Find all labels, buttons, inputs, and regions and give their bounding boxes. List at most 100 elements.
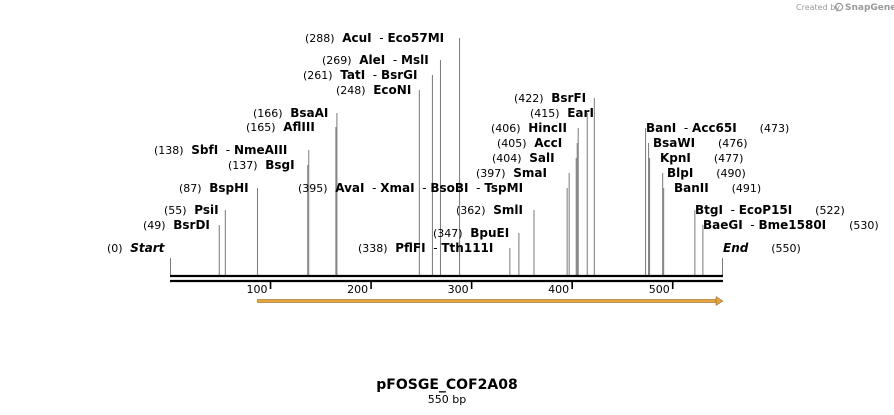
label-gap bbox=[792, 203, 800, 217]
site-bsrdi-label[interactable]: (49) BsrDI bbox=[143, 218, 210, 232]
site-sbfi-position: (138) bbox=[154, 144, 184, 157]
site-afliii-label[interactable]: (165) AflIII bbox=[246, 120, 315, 134]
enzyme-bsaai: BsaAI bbox=[290, 106, 328, 120]
label-gap bbox=[335, 31, 343, 45]
enzyme-sali: SalI bbox=[529, 151, 554, 165]
site-alei-position: (269) bbox=[322, 54, 352, 67]
site-acci-position: (405) bbox=[497, 137, 527, 150]
enzyme-bsrdi: BsrDI bbox=[173, 218, 210, 232]
site-econi-position: (248) bbox=[336, 84, 366, 97]
site-avai-label[interactable]: (395) AvaI - XmaI - BsoBI - TspMI bbox=[298, 181, 523, 195]
site-tati-label[interactable]: (261) TatI - BsrGI bbox=[303, 68, 417, 82]
site-smai-position: (397) bbox=[476, 167, 506, 180]
site-start-position: (0) bbox=[107, 242, 123, 255]
label-gap bbox=[841, 218, 849, 232]
site-smai-label[interactable]: (397) SmaI bbox=[476, 166, 547, 180]
label-gap bbox=[764, 241, 772, 255]
label-gap bbox=[506, 166, 514, 180]
label-gap bbox=[834, 218, 842, 232]
site-baegi-label[interactable]: BaeGI - Bme1580I (530) bbox=[703, 218, 879, 232]
enzyme-blpi: BlpI bbox=[667, 166, 693, 180]
site-bani-label[interactable]: BanI - Acc65I (473) bbox=[646, 121, 789, 135]
site-econi-label[interactable]: (248) EcoNI bbox=[336, 83, 411, 97]
site-bsphi-label[interactable]: (87) BspHI bbox=[179, 181, 249, 195]
site-sbfi-label[interactable]: (138) SbfI - NmeAIII bbox=[154, 143, 287, 157]
site-labels: (0) Start (49) BsrDI(55) PsiI (87) BspHI (1… bbox=[107, 31, 879, 255]
name-separator: - bbox=[364, 181, 380, 195]
enzyme-start: Start bbox=[130, 241, 165, 255]
name-separator: - bbox=[218, 143, 234, 157]
label-gap bbox=[737, 121, 745, 135]
label-gap bbox=[333, 68, 341, 82]
credit-text: Created by bbox=[796, 3, 840, 12]
label-gap bbox=[724, 181, 732, 195]
site-kpni-label[interactable]: KpnI (477) bbox=[660, 151, 743, 165]
site-bsawi-position: (476) bbox=[718, 137, 748, 150]
site-start-label[interactable]: (0) Start bbox=[107, 241, 166, 255]
site-bani-position: (473) bbox=[760, 122, 790, 135]
enzyme-msli: MslI bbox=[401, 53, 429, 67]
site-eari-position: (415) bbox=[530, 107, 560, 120]
label-gap bbox=[463, 226, 471, 240]
label-gap bbox=[560, 106, 568, 120]
site-banii-position: (491) bbox=[732, 182, 762, 195]
label-gap bbox=[693, 166, 701, 180]
site-smli-label[interactable]: (362) SmlI bbox=[456, 203, 523, 217]
site-afliii-position: (165) bbox=[246, 121, 276, 134]
enzyme-nmeaiii: NmeAIII bbox=[234, 143, 287, 157]
label-gap bbox=[695, 136, 703, 150]
dna-backbone[interactable] bbox=[170, 274, 723, 283]
label-gap bbox=[701, 166, 709, 180]
site-pflfi-label[interactable]: (338) PflFI - Tth111I bbox=[358, 241, 493, 255]
label-gap bbox=[808, 203, 816, 217]
label-gap bbox=[123, 241, 131, 255]
enzyme-bani: BanI bbox=[646, 121, 676, 135]
site-bsrfi-label[interactable]: (422) BsrFI bbox=[514, 91, 586, 105]
site-bpuei-position: (347) bbox=[433, 227, 463, 240]
site-bsaai-label[interactable]: (166) BsaAI bbox=[253, 106, 328, 120]
enzyme-tth111i: Tth111I bbox=[441, 241, 493, 255]
label-gap bbox=[544, 91, 552, 105]
orf-arrow-head[interactable] bbox=[715, 296, 724, 306]
site-end-label[interactable]: End (550) bbox=[723, 241, 801, 255]
orf-feature[interactable] bbox=[257, 296, 724, 306]
label-gap bbox=[527, 136, 535, 150]
enzyme-ecop15i: EcoP15I bbox=[739, 203, 793, 217]
site-tati-position: (261) bbox=[303, 69, 333, 82]
site-alei-label[interactable]: (269) AleI - MslI bbox=[322, 53, 429, 67]
orf-arrow-body[interactable] bbox=[257, 299, 718, 303]
site-banii-label[interactable]: BanII (491) bbox=[674, 181, 761, 195]
name-separator: - bbox=[743, 218, 759, 232]
site-acui-position: (288) bbox=[305, 32, 335, 45]
enzyme-acc65i: Acc65I bbox=[692, 121, 737, 135]
site-bsawi-label[interactable]: BsaWI (476) bbox=[653, 136, 748, 150]
label-gap bbox=[328, 181, 336, 195]
enzyme-afliii: AflIII bbox=[283, 120, 315, 134]
label-gap bbox=[187, 203, 195, 217]
label-gap bbox=[744, 121, 752, 135]
site-end-position: (550) bbox=[771, 242, 801, 255]
site-hincii-label[interactable]: (406) HincII bbox=[491, 121, 567, 135]
site-btgi-label[interactable]: BtgI - EcoP15I (522) bbox=[695, 203, 845, 217]
label-gap bbox=[709, 181, 717, 195]
site-blpi-label[interactable]: BlpI (490) bbox=[667, 166, 746, 180]
site-sali-label[interactable]: (404) SalI bbox=[492, 151, 555, 165]
site-baegi-position: (530) bbox=[849, 219, 879, 232]
site-acui-label[interactable]: (288) AcuI - Eco57MI bbox=[305, 31, 444, 45]
enzyme-acui: AcuI bbox=[342, 31, 371, 45]
site-psii-label[interactable]: (55) PsiI bbox=[164, 203, 219, 217]
enzyme-banii: BanII bbox=[674, 181, 709, 195]
label-gap bbox=[258, 158, 266, 172]
label-gap bbox=[752, 121, 760, 135]
credit-brand: SnapGene bbox=[845, 3, 894, 13]
label-gap bbox=[522, 151, 530, 165]
enzyme-eco57mi: Eco57MI bbox=[387, 31, 444, 45]
site-eari-label[interactable]: (415) EarI bbox=[530, 106, 594, 120]
label-gap bbox=[283, 106, 291, 120]
site-sali-position: (404) bbox=[492, 152, 522, 165]
site-bsgi-label[interactable]: (137) BsgI bbox=[228, 158, 295, 172]
site-acci-label[interactable]: (405) AccI bbox=[497, 136, 562, 150]
name-separator: - bbox=[426, 241, 442, 255]
site-bpuei-label[interactable]: (347) BpuEI bbox=[433, 226, 509, 240]
